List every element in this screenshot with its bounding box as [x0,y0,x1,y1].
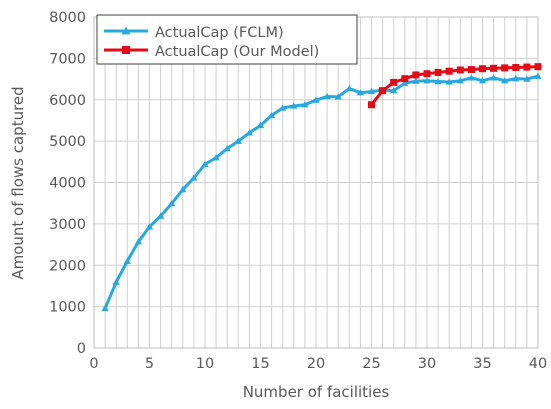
x-tick-label: 35 [473,356,491,372]
data-point-triangle [356,89,364,96]
data-point-triangle [212,154,220,161]
data-point-triangle [101,304,109,311]
y-tick-label: 2000 [49,258,86,274]
data-point-triangle [445,78,453,85]
y-tick-label: 7000 [49,51,86,67]
data-point-square [456,66,464,74]
legend-marker-fclm-triangle-icon [121,26,131,35]
series-line [103,74,539,309]
x-tick-label: 10 [196,356,214,372]
data-point-triangle [423,77,431,84]
legend-box [96,14,358,65]
data-point-square [368,101,375,109]
grid [93,16,539,349]
data-point-triangle [478,77,487,84]
data-point-triangle [401,79,409,86]
data-point-triangle [157,212,165,219]
data-point-triangle [168,200,176,207]
x-axis-label: Number of facilities [243,383,390,401]
data-point-square [490,64,498,72]
data-point-square [479,65,486,73]
data-point-triangle [523,75,531,82]
data-point-square [401,75,409,83]
y-tick-label: 3000 [49,217,86,233]
series-1 [368,63,542,109]
series-0 [101,72,542,311]
x-tick-label: 25 [362,356,380,372]
data-point-square [467,66,475,74]
data-point-triangle [312,96,320,103]
data-point-triangle [367,87,376,95]
data-point-triangle [223,144,231,152]
data-point-square [445,67,453,75]
y-tick-label: 6000 [49,93,86,109]
x-tick-label: 40 [529,356,547,372]
data-point-square [423,70,431,78]
data-point-triangle [467,74,475,81]
series [101,63,542,311]
data-point-square [523,63,531,71]
x-tick-label: 0 [89,356,98,372]
x-tick-label: 5 [145,356,154,372]
data-point-triangle [345,84,353,92]
data-point-triangle [334,93,342,100]
data-point-triangle [390,87,398,94]
data-point-triangle [234,137,242,144]
data-point-triangle [134,238,142,245]
data-point-square [412,71,420,79]
data-point-triangle [245,129,253,136]
data-point-triangle [512,75,520,82]
data-point-triangle [434,77,442,85]
data-point-triangle [456,77,464,84]
data-point-triangle [145,223,154,230]
legend-item-our-model: ActualCap (Our Model) [104,44,319,60]
x-tick-label: 15 [251,356,269,372]
data-point-triangle [190,174,198,181]
data-point-triangle [323,92,331,100]
data-point-triangle [201,160,209,167]
data-point-triangle [256,121,265,129]
data-point-triangle [534,72,542,79]
data-point-square [390,78,398,86]
data-point-triangle [501,77,509,84]
data-point-triangle [112,278,120,285]
axes: 0 1000 2000 3000 4000 5000 6000 7000 8000 0 5 10 15 2… [49,10,547,372]
y-tick-label: 8000 [49,10,86,26]
data-point-square [512,63,520,71]
data-point-square [379,87,387,95]
data-point-square [434,68,442,76]
y-tick-label: 0 [77,341,86,357]
data-point-triangle [490,74,498,81]
y-axis-label: Amount of flows captured [9,86,27,279]
data-point-square [534,63,542,71]
data-point-triangle [123,257,131,264]
data-point-square [501,64,509,72]
x-tick-label: 20 [307,356,325,372]
y-tick-label: 1000 [49,300,86,316]
data-point-triangle [290,102,298,109]
y-tick-label: 4000 [49,176,86,192]
data-point-triangle [279,104,287,111]
data-point-triangle [179,185,187,193]
y-tick-label: 5000 [49,134,86,150]
legend-item-fclm: ActualCap (FCLM) [104,25,284,41]
series-line [370,65,539,106]
legend-marker-our-model-square-icon [122,46,130,54]
legend: ActualCap (FCLM) ActualCap (Our Model) [96,14,358,65]
legend-label-our-model: ActualCap (Our Model) [155,44,319,60]
data-point-triangle [301,101,309,108]
x-tick-label: 30 [418,356,436,372]
data-point-triangle [268,111,276,119]
data-point-triangle [412,77,420,84]
legend-label-fclm: ActualCap (FCLM) [155,25,284,41]
